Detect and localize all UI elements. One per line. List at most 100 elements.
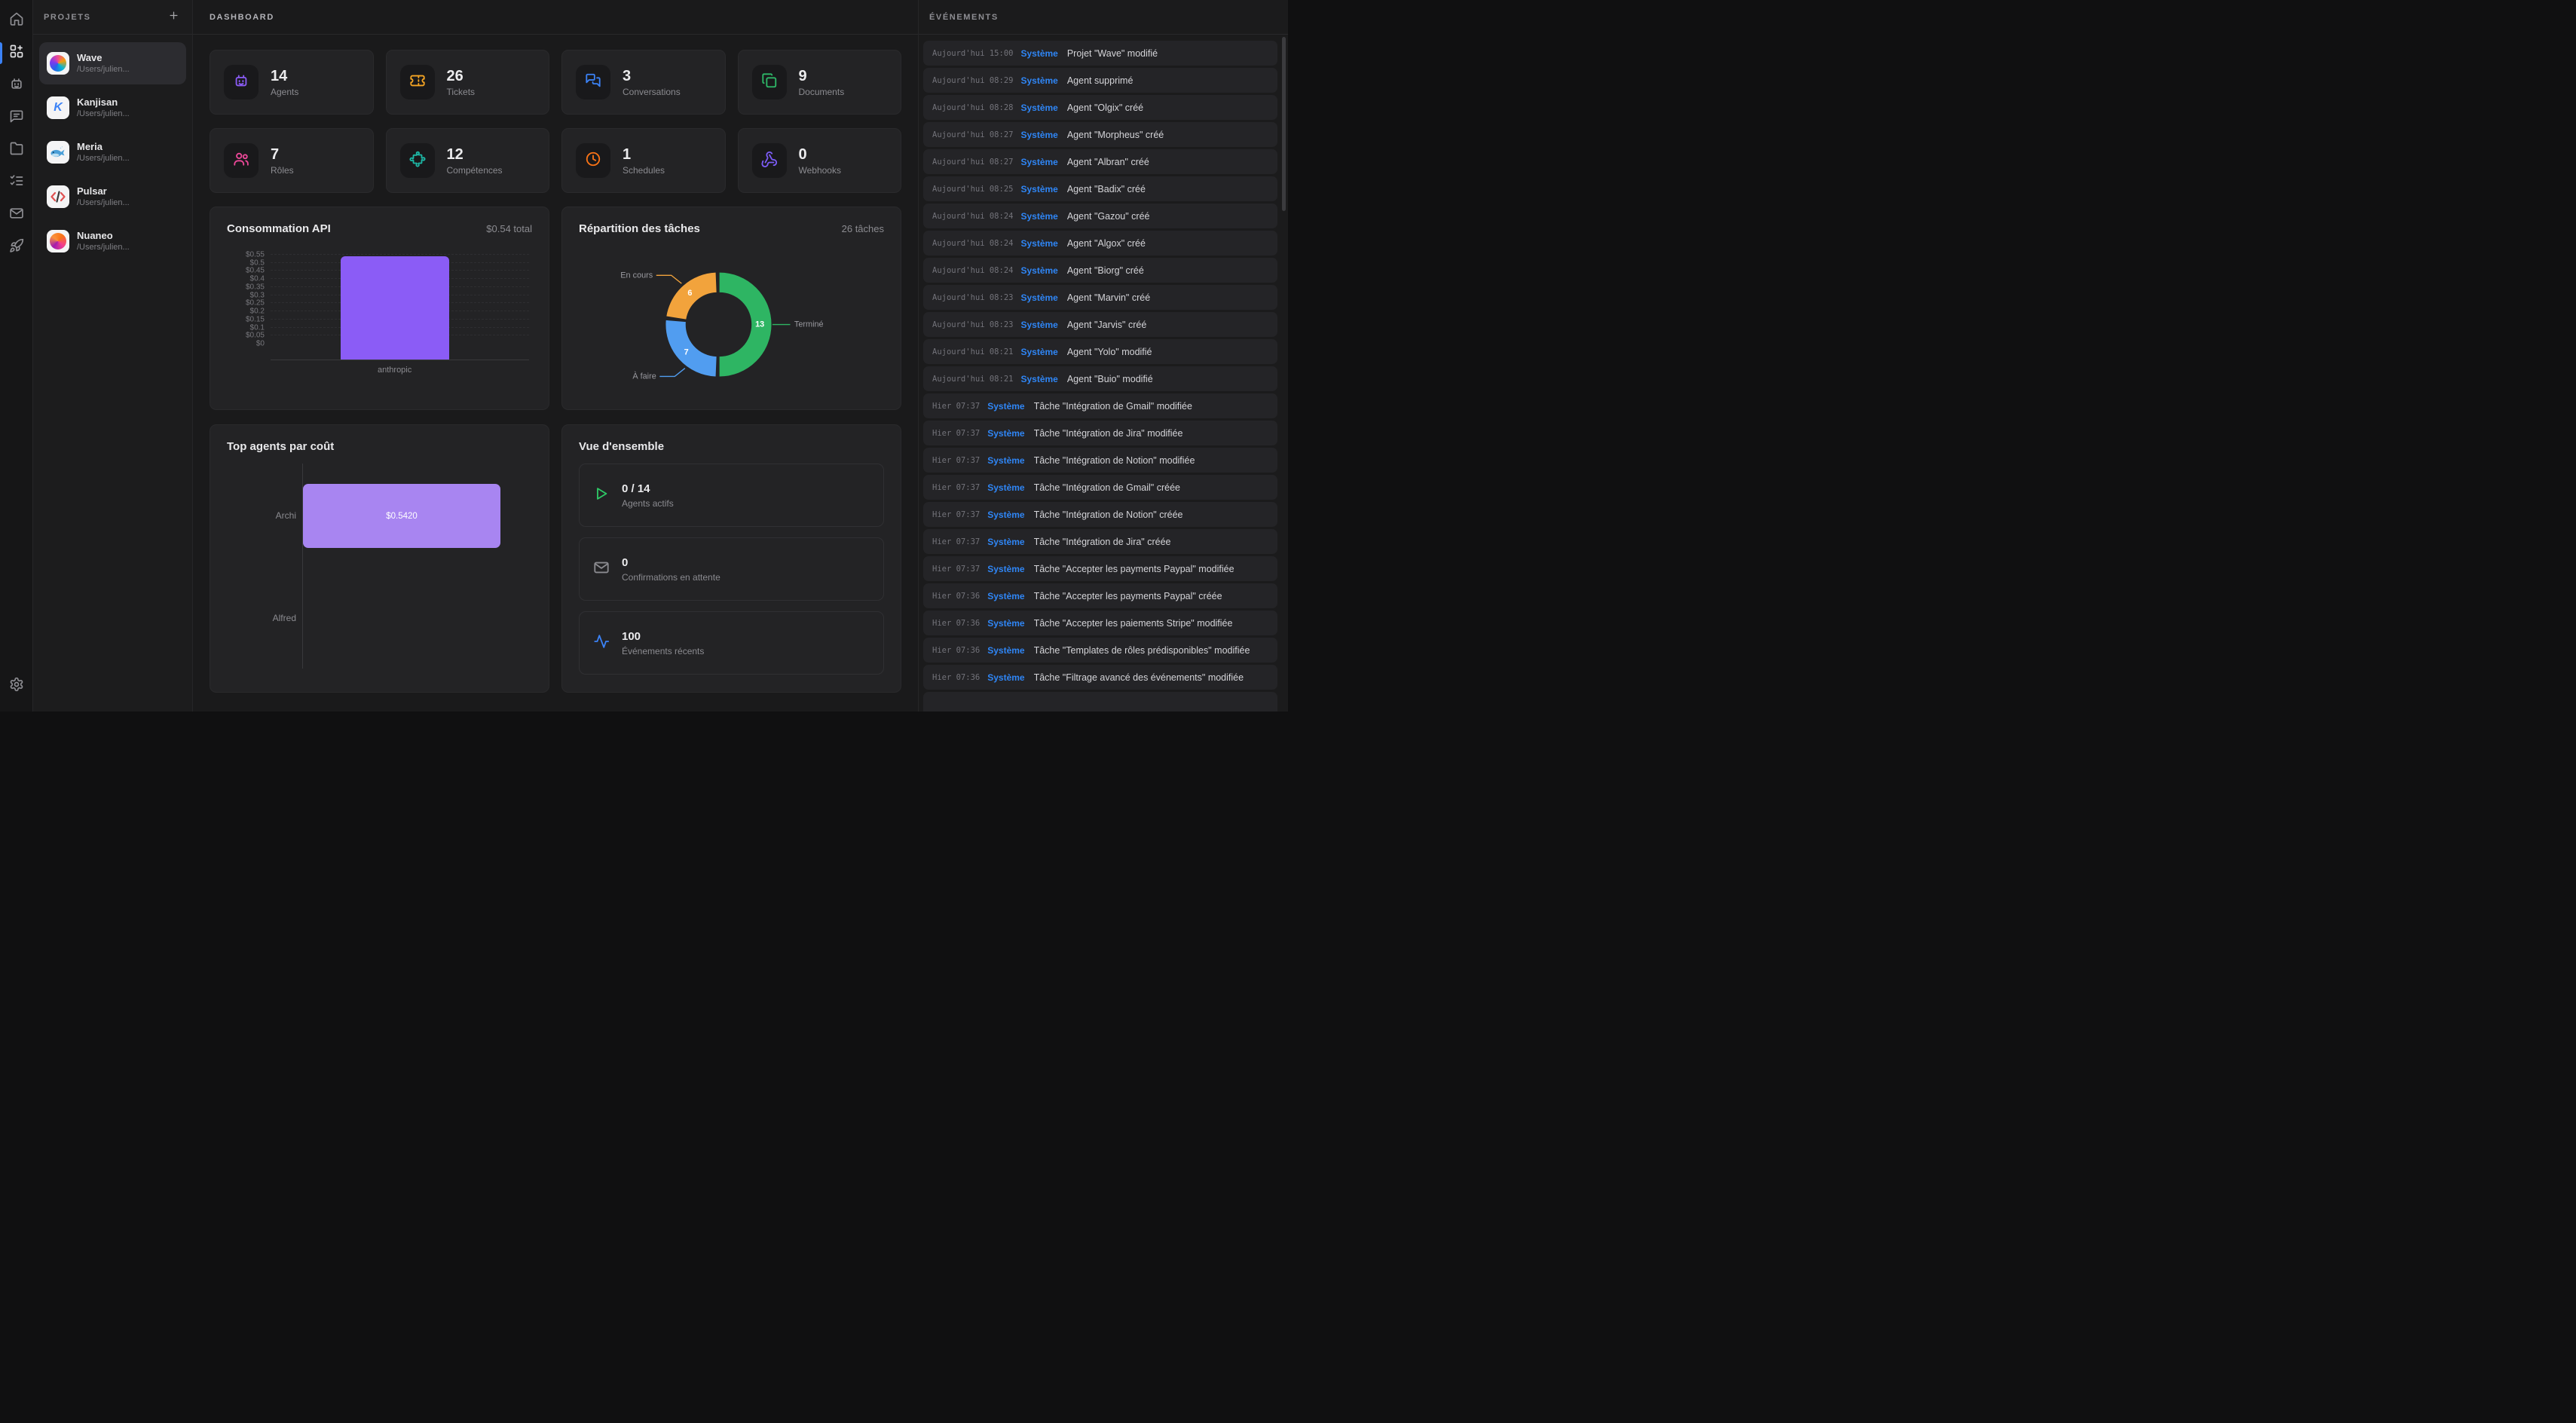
project-logo <box>47 185 69 208</box>
y-tick-label: $0.4 <box>250 275 265 283</box>
event-author: Système <box>987 428 1024 439</box>
event-text: Agent "Olgix" créé <box>1067 103 1143 113</box>
api-consumption-total: $0.54 total <box>486 223 532 234</box>
event-row[interactable]: Hier 07:36 Système Tâche "Accepter les p… <box>923 583 1277 608</box>
rail-item-bot[interactable] <box>0 69 33 102</box>
nav-rail <box>0 0 33 712</box>
stat-label: Documents <box>799 87 845 97</box>
event-text: Agent "Yolo" modifié <box>1067 347 1152 357</box>
overview-value: 0 <box>622 556 720 570</box>
event-row[interactable]: Aujourd'hui 08:24 Système Agent "Gazou" … <box>923 204 1277 228</box>
stat-card-documents[interactable]: 9 Documents <box>738 50 902 115</box>
rail-item-home[interactable] <box>0 5 33 37</box>
rail-item-mail[interactable] <box>0 199 33 231</box>
event-row[interactable]: Hier 07:36 Système Tâche "Accepter les p… <box>923 611 1277 635</box>
event-row[interactable]: Hier 07:36 Système Tâche "Filtrage avanc… <box>923 665 1277 690</box>
event-author: Système <box>987 564 1024 574</box>
stat-card-conversations[interactable]: 3 Conversations <box>561 50 726 115</box>
event-row[interactable]: Hier 07:37 Système Tâche "Accepter les p… <box>923 556 1277 581</box>
y-tick-label: $0.5 <box>250 259 265 267</box>
overview-item-agents-actifs[interactable]: 0 / 14 Agents actifs <box>579 464 884 527</box>
event-row[interactable]: Aujourd'hui 08:29 Système Agent supprimé <box>923 68 1277 93</box>
stat-label: Tickets <box>447 87 476 97</box>
event-text: Tâche "Accepter les payments Paypal" cré… <box>1034 591 1222 601</box>
event-row[interactable]: Aujourd'hui 08:27 Système Agent "Morpheu… <box>923 122 1277 147</box>
event-row[interactable]: Aujourd'hui 15:00 Système Projet "Wave" … <box>923 41 1277 66</box>
event-text: Agent supprimé <box>1067 75 1134 86</box>
event-time: Aujourd'hui 08:24 <box>932 212 1013 221</box>
event-row[interactable]: Hier 07:37 Système Tâche "Intégration de… <box>923 529 1277 554</box>
rail-item-grid-plus[interactable] <box>0 37 33 69</box>
event-author: Système <box>987 482 1024 493</box>
event-row[interactable]: Aujourd'hui 08:21 Système Agent "Yolo" m… <box>923 339 1277 364</box>
donut-segment-1[interactable] <box>676 321 717 366</box>
api-consumption-card: Consommation API $0.54 total $0 $0.05 $0… <box>210 207 549 410</box>
add-project-button[interactable] <box>165 9 182 26</box>
stat-value: 7 <box>271 146 294 163</box>
stat-card-agents[interactable]: 14 Agents <box>210 50 374 115</box>
stat-card-tickets[interactable]: 26 Tickets <box>386 50 550 115</box>
stat-value: 12 <box>447 146 503 163</box>
event-row[interactable]: Hier 07:37 Système Tâche "Intégration de… <box>923 502 1277 527</box>
project-item-kanjisan[interactable]: K Kanjisan /Users/julien... <box>39 87 186 129</box>
event-row[interactable]: Hier 07:36 Système Tâche "Templates de r… <box>923 638 1277 663</box>
stat-value: 26 <box>447 68 476 84</box>
stat-card-rôles[interactable]: 7 Rôles <box>210 128 374 193</box>
event-author: Système <box>1020 265 1057 276</box>
event-author: Système <box>987 672 1024 683</box>
event-row[interactable]: Aujourd'hui 08:23 Système Agent "Marvin"… <box>923 285 1277 310</box>
event-time: Hier 07:37 <box>932 537 980 546</box>
stat-card-schedules[interactable]: 1 Schedules <box>561 128 726 193</box>
event-row[interactable]: Hier 07:37 Système Tâche "Intégration de… <box>923 393 1277 418</box>
donut-segment-2[interactable] <box>676 283 716 318</box>
event-row[interactable]: Aujourd'hui 08:21 Système Agent "Buio" m… <box>923 366 1277 391</box>
overview-value: 0 / 14 <box>622 482 674 496</box>
stat-card-webhooks[interactable]: 0 Webhooks <box>738 128 902 193</box>
event-row[interactable]: Aujourd'hui 08:24 Système Agent "Biorg" … <box>923 258 1277 283</box>
overview-item-confirmations-en-attente[interactable]: 0 Confirmations en attente <box>579 537 884 601</box>
event-row[interactable]: Hier 07:37 Système Tâche "Intégration de… <box>923 421 1277 445</box>
event-time: Hier 07:36 <box>932 646 980 655</box>
stat-value: 1 <box>623 146 665 163</box>
event-row[interactable]: Aujourd'hui 08:24 Système Agent "Algox" … <box>923 231 1277 256</box>
event-row[interactable]: Hier 07:37 Système Tâche "Intégration de… <box>923 448 1277 473</box>
projects-sidebar: PROJETS Wave /Users/julien... K Kanjisan… <box>33 0 193 712</box>
project-item-wave[interactable]: Wave /Users/julien... <box>39 42 186 84</box>
event-row[interactable]: Aujourd'hui 08:25 Système Agent "Badix" … <box>923 176 1277 201</box>
project-item-pulsar[interactable]: Pulsar /Users/julien... <box>39 176 186 218</box>
bot-icon <box>9 76 24 95</box>
stat-card-compétences[interactable]: 12 Compétences <box>386 128 550 193</box>
bar-anthropic[interactable] <box>341 256 449 360</box>
event-text: Agent "Morpheus" créé <box>1067 130 1164 140</box>
clock-icon <box>585 151 601 171</box>
kanjisan-logo: K <box>54 101 63 115</box>
event-author: Système <box>987 510 1024 520</box>
event-row[interactable]: Hier 07:37 Système Tâche "Intégration de… <box>923 475 1277 500</box>
event-row[interactable]: Aujourd'hui 08:23 Système Agent "Jarvis"… <box>923 312 1277 337</box>
events-scrollbar[interactable] <box>1282 37 1286 211</box>
event-text: Tâche "Intégration de Gmail" créée <box>1034 482 1180 493</box>
rocket-icon <box>9 238 24 257</box>
overview-title: Vue d'ensemble <box>579 440 664 453</box>
overview-label: Confirmations en attente <box>622 572 720 583</box>
rail-item-rocket[interactable] <box>0 231 33 264</box>
project-item-meria[interactable]: Meria /Users/julien... <box>39 131 186 173</box>
y-tick-label: $0.45 <box>246 267 265 275</box>
rail-item-folder[interactable] <box>0 134 33 167</box>
task-distribution-total: 26 tâches <box>842 223 884 234</box>
event-time: Hier 07:36 <box>932 673 980 682</box>
event-row[interactable]: Aujourd'hui 08:27 Système Agent "Albran"… <box>923 149 1277 174</box>
project-path: /Users/julien... <box>77 64 130 75</box>
rail-item-settings[interactable] <box>0 670 33 702</box>
project-item-nuaneo[interactable]: Nuaneo /Users/julien... <box>39 220 186 262</box>
event-time: Aujourd'hui 08:29 <box>932 76 1013 85</box>
rail-item-list-todo[interactable] <box>0 167 33 199</box>
project-logo: K <box>47 96 69 119</box>
event-row[interactable]: Aujourd'hui 08:28 Système Agent "Olgix" … <box>923 95 1277 120</box>
ticket-icon <box>409 72 426 93</box>
rail-item-message[interactable] <box>0 102 33 134</box>
y-tick-label: $0.1 <box>250 323 265 332</box>
bar-archi[interactable]: $0.5420 <box>303 484 500 548</box>
event-time: Hier 07:37 <box>932 456 980 465</box>
overview-item--v-nements-r-cents[interactable]: 100 Événements récents <box>579 611 884 675</box>
